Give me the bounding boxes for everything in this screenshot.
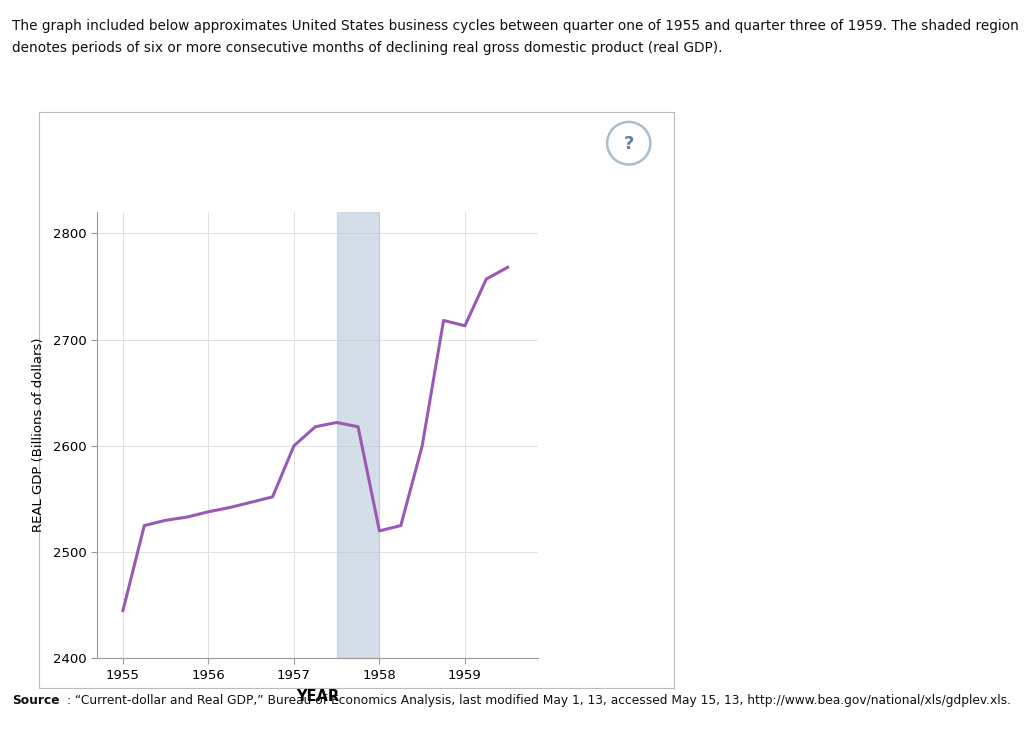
Text: The graph included below approximates United States business cycles between quar: The graph included below approximates Un…: [12, 19, 1019, 33]
Text: ?: ?: [624, 135, 634, 153]
Y-axis label: REAL GDP (Billions of dollars): REAL GDP (Billions of dollars): [32, 338, 45, 533]
Text: denotes periods of six or more consecutive months of declining real gross domest: denotes periods of six or more consecuti…: [12, 41, 723, 55]
Bar: [337, 212, 380, 658]
X-axis label: YEAR: YEAR: [296, 689, 339, 704]
Text: : “Current-dollar and Real GDP,” Bureau of Economics Analysis, last modified May: : “Current-dollar and Real GDP,” Bureau …: [67, 694, 1011, 707]
Text: Source: Source: [12, 694, 60, 707]
